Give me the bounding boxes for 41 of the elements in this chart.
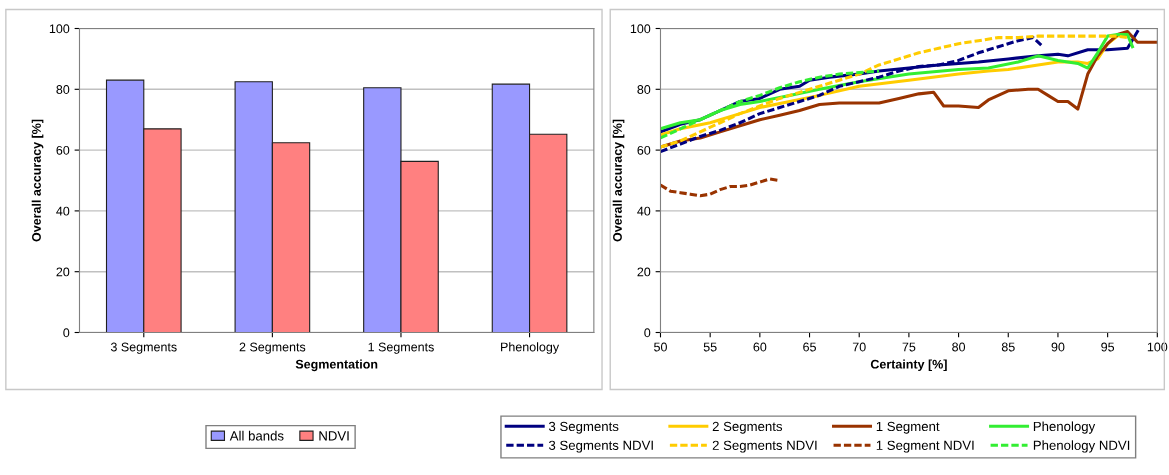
- y-tick-label: 0: [644, 328, 651, 338]
- x-tick-label: 3 Segments: [110, 342, 177, 354]
- x-axis-title: Certainty [%]: [870, 359, 947, 372]
- legend-label: 3 Segments: [548, 421, 619, 434]
- y-tick-label: 20: [56, 267, 70, 277]
- x-tick-label: 60: [753, 342, 767, 352]
- x-tick-label: 55: [703, 342, 717, 352]
- y-tick-label: 20: [637, 267, 651, 277]
- x-tick-label: 2 Segments: [239, 342, 306, 354]
- y-tick-label: 60: [637, 145, 651, 155]
- legend-label: All bands: [229, 430, 284, 441]
- x-tick-label: Phenology: [501, 342, 560, 354]
- x-tick-label: 50: [654, 342, 667, 352]
- y-axis-title: Overall accuracy [%]: [31, 119, 44, 242]
- x-tick-label: 70: [852, 342, 866, 352]
- x-tick-label: 85: [1001, 342, 1015, 352]
- x-tick-label: 80: [952, 342, 966, 352]
- x-tick-label: 100: [1147, 342, 1168, 352]
- y-tick-label: 80: [56, 85, 70, 94]
- y-tick-label: 100: [630, 24, 651, 34]
- x-tick-label: 75: [902, 342, 916, 352]
- legend-label: 2 Segments NDVI: [712, 440, 817, 453]
- legend-label: NDVI: [319, 431, 349, 441]
- legend-label: Phenology: [1033, 421, 1096, 434]
- legend-label: Phenology NDVI: [1033, 440, 1130, 453]
- x-tick-label: 90: [1051, 342, 1065, 352]
- y-tick-label: 80: [637, 85, 651, 94]
- legend-label: 1 Segment NDVI: [876, 440, 974, 453]
- y-tick-label: 40: [637, 206, 651, 216]
- legend-label: 2 Segments: [712, 421, 783, 434]
- x-tick-label: 65: [803, 342, 816, 352]
- x-tick-label: 1 Segments: [368, 342, 434, 354]
- y-tick-label: 0: [63, 328, 70, 338]
- x-axis-title: Segmentation: [295, 359, 378, 372]
- legend-label: 1 Segment: [876, 421, 940, 434]
- y-tick-label: 60: [56, 145, 70, 155]
- legend-label: 3 Segments NDVI: [548, 440, 653, 453]
- y-axis-title: Overall accuracy [%]: [612, 119, 625, 242]
- y-tick-label: 100: [49, 24, 70, 34]
- x-tick-label: 95: [1101, 342, 1115, 352]
- y-tick-label: 40: [56, 206, 70, 216]
